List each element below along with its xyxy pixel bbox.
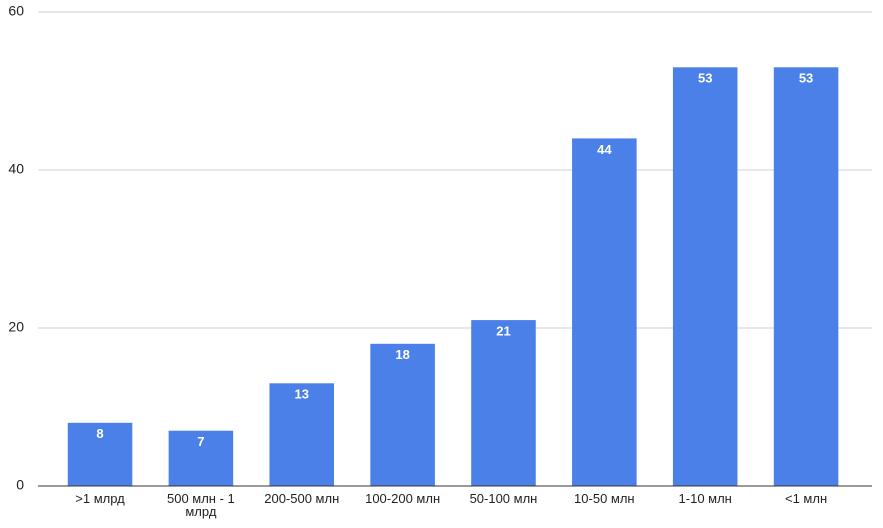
bar <box>67 422 133 486</box>
x-tick-label: 100-200 млн <box>365 491 441 506</box>
bar <box>471 320 536 486</box>
y-tick-label: 0 <box>16 477 24 493</box>
data-label: 53 <box>698 71 712 86</box>
y-tick-label: 60 <box>8 3 24 19</box>
bar <box>773 67 839 487</box>
x-tick-label: 500 млн - 1 млрд <box>166 491 235 519</box>
data-label: 18 <box>395 347 409 362</box>
x-tick-label: <1 млн <box>784 491 828 506</box>
bar <box>370 343 435 486</box>
data-label: 44 <box>597 142 612 157</box>
x-tick-label: 50-100 млн <box>469 491 538 506</box>
y-tick-label: 20 <box>8 319 24 335</box>
bar <box>168 430 234 486</box>
data-label: 13 <box>295 387 309 402</box>
data-label: 7 <box>197 434 204 449</box>
bar <box>269 383 335 486</box>
y-tick-label: 40 <box>8 161 24 177</box>
x-tick-label: 10-50 млн <box>574 491 635 506</box>
data-label: 21 <box>496 324 510 339</box>
x-tick-label: 1-10 млн <box>678 491 732 506</box>
x-tick-label: >1 млрд <box>75 491 125 506</box>
bar <box>572 138 637 486</box>
data-label: 53 <box>799 71 813 86</box>
x-tick-label: 200-500 млн <box>264 491 340 506</box>
data-label: 8 <box>96 426 103 441</box>
bar <box>672 67 738 487</box>
